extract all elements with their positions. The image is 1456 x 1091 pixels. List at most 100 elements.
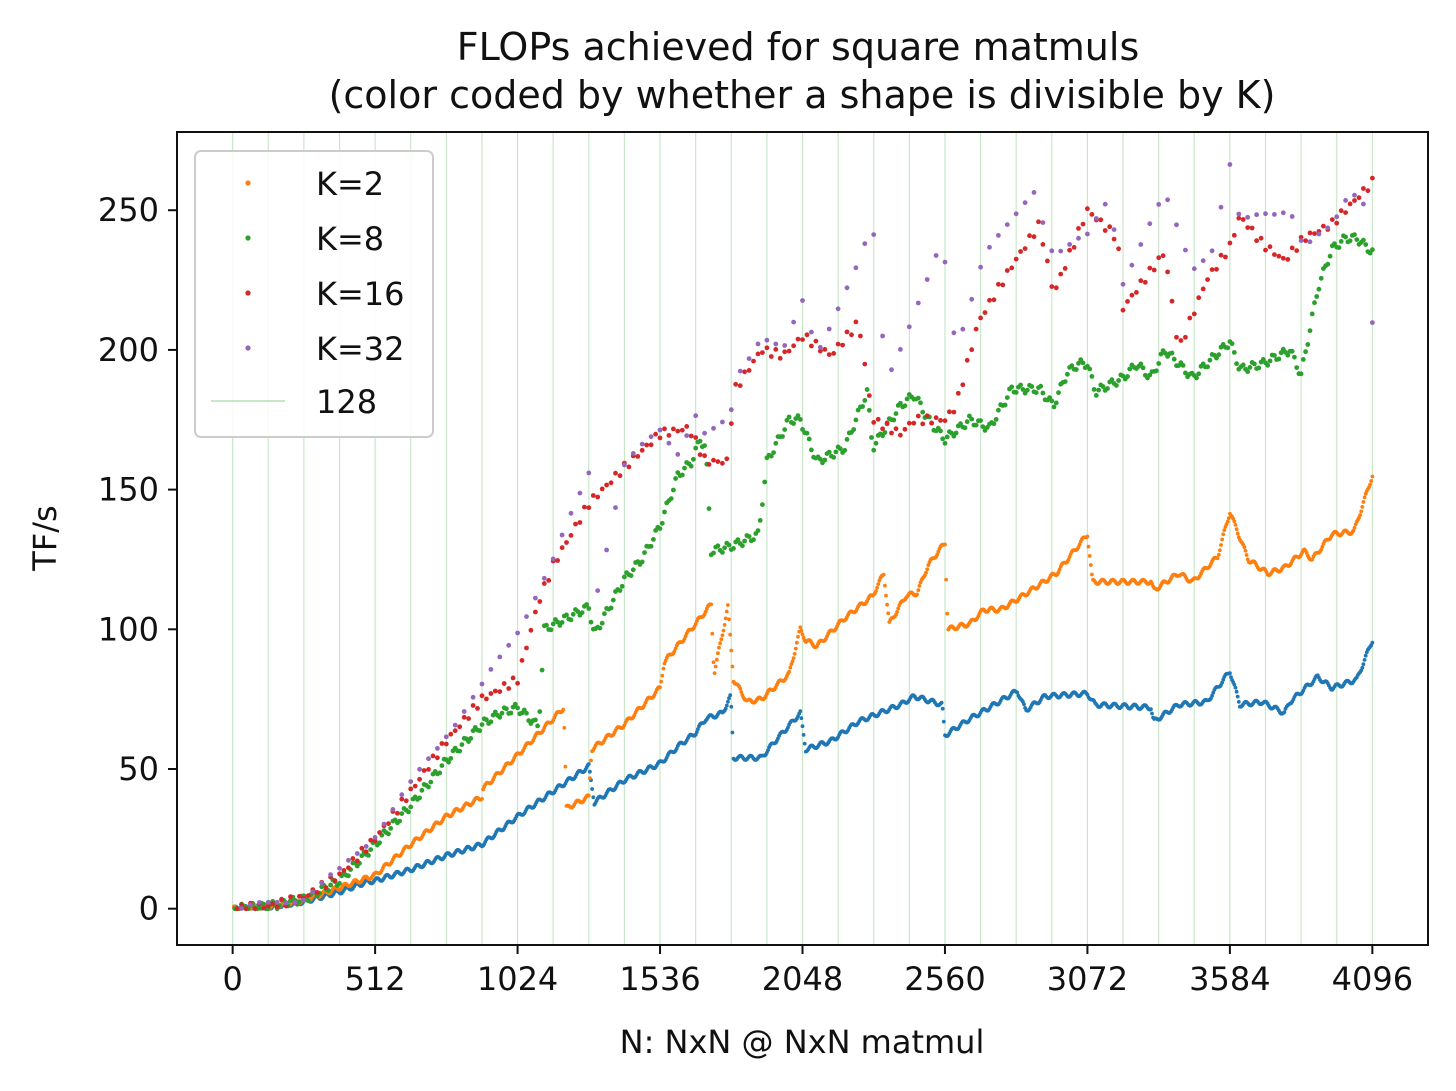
data-point bbox=[1334, 214, 1340, 220]
data-point bbox=[1298, 234, 1304, 240]
data-point bbox=[657, 526, 663, 531]
data-point bbox=[561, 707, 566, 712]
data-point bbox=[764, 337, 770, 343]
data-point bbox=[1252, 361, 1257, 367]
data-point bbox=[871, 447, 877, 453]
data-point bbox=[809, 329, 814, 335]
data-point bbox=[746, 534, 752, 539]
data-point bbox=[853, 265, 859, 271]
data-point bbox=[688, 433, 694, 439]
data-point bbox=[978, 264, 983, 270]
data-point bbox=[1165, 197, 1170, 203]
data-point bbox=[399, 796, 405, 802]
x-tick-label: 512 bbox=[345, 960, 406, 998]
data-point bbox=[800, 724, 805, 729]
data-point bbox=[406, 809, 411, 815]
data-point bbox=[720, 460, 725, 466]
data-point bbox=[693, 413, 699, 419]
data-point bbox=[1218, 252, 1224, 258]
data-point bbox=[804, 430, 810, 436]
x-tick-label: 4096 bbox=[1332, 960, 1413, 998]
data-point bbox=[1245, 225, 1251, 231]
data-point bbox=[630, 567, 636, 573]
data-point bbox=[933, 415, 939, 421]
data-point bbox=[457, 748, 463, 754]
data-point bbox=[435, 746, 440, 751]
data-point bbox=[1232, 682, 1237, 687]
data-point bbox=[720, 550, 725, 555]
data-point bbox=[265, 899, 271, 905]
data-point bbox=[1058, 248, 1064, 254]
data-point bbox=[760, 350, 765, 355]
data-point bbox=[800, 632, 805, 637]
data-point bbox=[896, 606, 901, 611]
data-point bbox=[786, 348, 792, 354]
data-point bbox=[653, 431, 658, 437]
data-point bbox=[739, 690, 744, 694]
data-point bbox=[1033, 390, 1039, 395]
data-point bbox=[346, 857, 351, 863]
data-point bbox=[881, 572, 886, 577]
data-point bbox=[479, 693, 485, 699]
data-point bbox=[844, 329, 850, 335]
data-point bbox=[1077, 542, 1082, 547]
data-point bbox=[292, 900, 298, 905]
data-point bbox=[712, 671, 717, 675]
data-point bbox=[773, 341, 779, 347]
data-point bbox=[1263, 247, 1268, 253]
data-point bbox=[613, 470, 618, 476]
data-point bbox=[891, 417, 897, 423]
data-point bbox=[1362, 658, 1367, 662]
data-point bbox=[528, 627, 534, 633]
data-point bbox=[1183, 370, 1188, 376]
data-point bbox=[1307, 230, 1313, 236]
data-point bbox=[533, 609, 538, 615]
data-point bbox=[826, 352, 832, 357]
data-point bbox=[599, 620, 605, 626]
data-point bbox=[969, 416, 975, 422]
data-point bbox=[443, 741, 449, 747]
data-point bbox=[363, 849, 369, 855]
data-point bbox=[1067, 247, 1072, 253]
data-point bbox=[274, 904, 280, 910]
data-point bbox=[1049, 284, 1055, 289]
data-point bbox=[1200, 286, 1206, 292]
data-point bbox=[938, 418, 943, 423]
data-point bbox=[1125, 374, 1130, 379]
data-point bbox=[1294, 248, 1300, 254]
data-point bbox=[969, 347, 975, 353]
legend-label: K=32 bbox=[316, 330, 405, 368]
data-point bbox=[1347, 201, 1353, 207]
data-point bbox=[484, 717, 489, 723]
data-point bbox=[671, 426, 676, 432]
data-point bbox=[982, 310, 988, 315]
data-point bbox=[1210, 693, 1214, 698]
data-point bbox=[564, 612, 569, 618]
data-point bbox=[1265, 362, 1271, 368]
data-point bbox=[880, 426, 885, 432]
data-point bbox=[702, 443, 707, 448]
data-point bbox=[591, 795, 596, 800]
data-point bbox=[626, 464, 632, 470]
data-point bbox=[722, 623, 727, 627]
data-point bbox=[1214, 355, 1219, 361]
data-point bbox=[1221, 532, 1226, 537]
data-point bbox=[492, 688, 498, 694]
data-point bbox=[590, 493, 596, 498]
data-point bbox=[862, 361, 868, 367]
data-point bbox=[1267, 244, 1273, 250]
data-point bbox=[726, 603, 730, 607]
data-point bbox=[771, 450, 776, 455]
data-point bbox=[1102, 228, 1108, 233]
data-point bbox=[1158, 351, 1164, 357]
data-point bbox=[1356, 195, 1362, 201]
data-point bbox=[724, 703, 729, 708]
data-point bbox=[1361, 186, 1366, 191]
data-point bbox=[372, 835, 378, 840]
legend-label: K=8 bbox=[316, 220, 384, 258]
data-point bbox=[595, 494, 601, 500]
data-point bbox=[1370, 247, 1375, 253]
data-point bbox=[430, 753, 436, 759]
data-point bbox=[717, 645, 721, 650]
data-point bbox=[484, 696, 489, 702]
